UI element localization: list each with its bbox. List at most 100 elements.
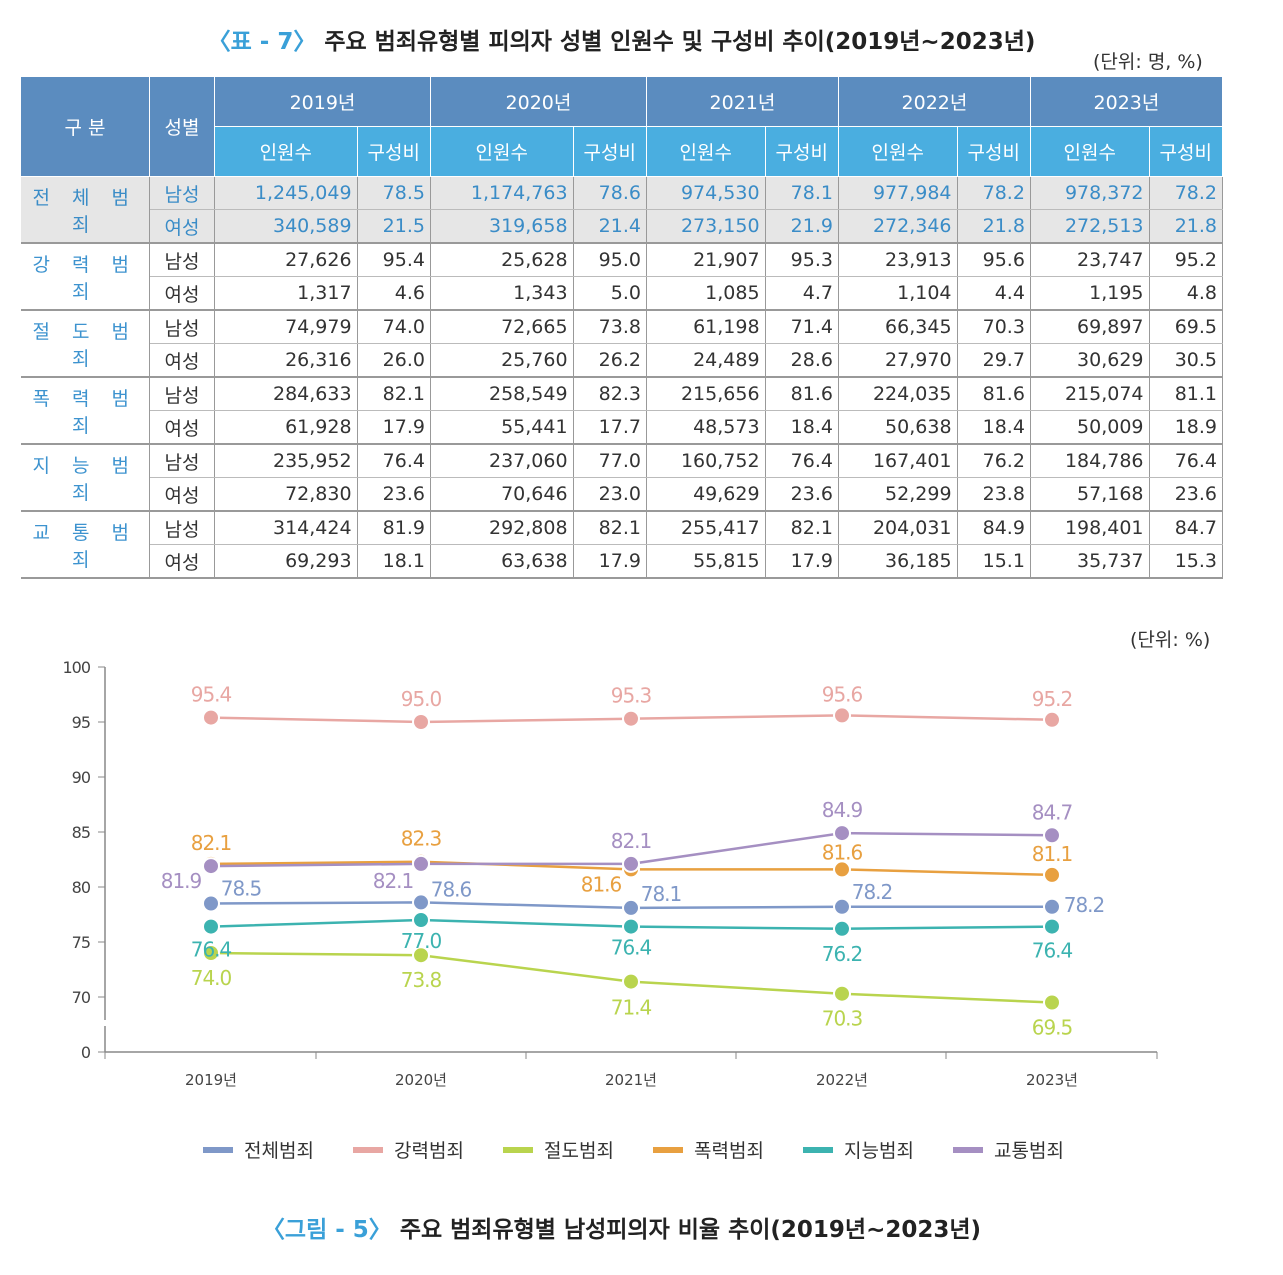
gender-cell: 남성 bbox=[149, 176, 215, 210]
ratio-cell: 4.6 bbox=[357, 276, 431, 311]
data-label: 70.3 bbox=[822, 1007, 863, 1031]
ratio-cell: 82.1 bbox=[357, 377, 431, 411]
data-label: 78.1 bbox=[641, 882, 682, 906]
data-point bbox=[622, 898, 640, 917]
ratio-cell: 23.6 bbox=[765, 477, 839, 512]
data-label: 95.4 bbox=[191, 683, 232, 707]
count-cell: 72,665 bbox=[430, 310, 574, 344]
chart-unit: (단위: %) bbox=[1130, 629, 1211, 651]
figure-caption: 〈그림 - 5〉 주요 범죄유형별 남성피의자 비율 추이(2019년~2023… bbox=[261, 1217, 982, 1243]
ratio-cell: 17.9 bbox=[765, 544, 839, 579]
ratio-cell: 5.0 bbox=[573, 276, 647, 311]
x-tick-label: 2019년 bbox=[185, 1071, 237, 1089]
data-label: 84.7 bbox=[1032, 800, 1073, 824]
x-tick-label: 2021년 bbox=[605, 1071, 657, 1089]
category-cell: 강 력 범 죄 bbox=[20, 243, 150, 311]
data-point bbox=[412, 946, 430, 965]
header-category: 구 분 bbox=[20, 77, 150, 177]
count-cell: 1,104 bbox=[838, 276, 958, 311]
count-cell: 215,074 bbox=[1030, 377, 1150, 411]
header-ratio: 구성비 bbox=[956, 126, 1031, 177]
table-row: 여성 26,316 26.0 25,760 26.2 24,489 28.6 27,970 29… bbox=[21, 343, 1224, 378]
data-point bbox=[412, 893, 430, 912]
data-point bbox=[1043, 710, 1061, 729]
ratio-cell: 21.8 bbox=[1149, 209, 1224, 244]
legend-swatch bbox=[503, 1147, 533, 1153]
data-table: 구 분 성별 2019년 2020년 2021년 2022년 2023년 인원수… bbox=[20, 77, 1224, 579]
data-point bbox=[202, 857, 220, 876]
gender-cell: 남성 bbox=[149, 511, 215, 545]
ratio-cell: 78.2 bbox=[957, 176, 1031, 210]
data-point bbox=[202, 917, 220, 936]
table-row: 전 체 범 죄 남성 1,245,049 78.5 1,174,763 78.6 974,5… bbox=[20, 176, 1224, 244]
ratio-cell: 18.9 bbox=[1149, 410, 1224, 445]
gender-cell: 여성 bbox=[149, 343, 215, 378]
category-cell: 절 도 범 죄 bbox=[20, 310, 150, 378]
count-cell: 272,513 bbox=[1030, 209, 1150, 244]
count-cell: 49,629 bbox=[646, 477, 766, 512]
ratio-cell: 81.1 bbox=[1149, 377, 1224, 411]
ratio-cell: 4.7 bbox=[765, 276, 839, 311]
count-cell: 30,629 bbox=[1030, 343, 1150, 378]
count-cell: 1,174,763 bbox=[430, 176, 574, 210]
count-cell: 314,424 bbox=[214, 511, 358, 545]
legend-label: 교통범죄 bbox=[994, 1140, 1064, 1162]
data-point bbox=[1043, 897, 1061, 916]
y-tick-label: 80 bbox=[72, 878, 91, 897]
table-row: 지 능 범 죄 남성 235,952 76.4 237,060 77.0 160,752 76… bbox=[20, 444, 1224, 512]
data-point bbox=[202, 894, 220, 913]
data-label: 81.1 bbox=[1032, 842, 1073, 866]
header-gender: 성별 bbox=[149, 77, 215, 177]
legend-swatch bbox=[803, 1147, 833, 1153]
legend-label: 지능범죄 bbox=[844, 1140, 914, 1162]
count-cell: 21,907 bbox=[646, 243, 766, 277]
count-cell: 977,984 bbox=[838, 176, 958, 210]
x-tick-label: 2020년 bbox=[395, 1071, 447, 1089]
header-ratio: 구성비 bbox=[764, 126, 839, 177]
ratio-cell: 4.4 bbox=[957, 276, 1031, 311]
count-cell: 50,638 bbox=[838, 410, 958, 445]
ratio-cell: 17.9 bbox=[357, 410, 431, 445]
legend-label: 폭력범죄 bbox=[694, 1140, 764, 1162]
count-cell: 69,293 bbox=[214, 544, 358, 579]
category-cell: 폭 력 범 죄 bbox=[20, 377, 150, 445]
count-cell: 235,952 bbox=[214, 444, 358, 478]
count-cell: 284,633 bbox=[214, 377, 358, 411]
ratio-cell: 71.4 bbox=[765, 310, 839, 344]
data-label: 81.6 bbox=[822, 840, 863, 864]
header-ratio: 구성비 bbox=[356, 126, 431, 177]
table-row: 여성 72,830 23.6 70,646 23.0 49,629 23.6 52,299 23… bbox=[21, 477, 1224, 512]
header-count: 인원수 bbox=[214, 126, 358, 177]
count-cell: 1,085 bbox=[646, 276, 766, 311]
table-row: 강 력 범 죄 남성 27,626 95.4 25,628 95.0 21,907 95.3 2… bbox=[20, 243, 1224, 311]
count-cell: 23,747 bbox=[1030, 243, 1150, 277]
table-unit: (단위: 명, %) bbox=[1093, 51, 1203, 73]
data-point bbox=[202, 708, 220, 727]
ratio-cell: 69.5 bbox=[1149, 310, 1224, 344]
line-chart: 100 95 90 85 80 75 70 0 2019년 2020년 2021년 2022년 2023… bbox=[62, 658, 1158, 1162]
ratio-cell: 76.4 bbox=[357, 444, 431, 478]
ratio-cell: 28.6 bbox=[765, 343, 839, 378]
legend-swatch bbox=[203, 1147, 233, 1153]
ratio-cell: 95.6 bbox=[957, 243, 1031, 277]
data-label: 84.9 bbox=[822, 798, 863, 822]
ratio-cell: 84.7 bbox=[1149, 511, 1224, 545]
data-point bbox=[833, 897, 851, 916]
data-point bbox=[622, 709, 640, 728]
table-row: 여성 1,317 4.6 1,343 5.0 1,085 4.7 1,104 4.4 1,195 4… bbox=[21, 276, 1224, 311]
ratio-cell: 18.1 bbox=[357, 544, 431, 579]
header-year: 2020년 bbox=[429, 77, 647, 127]
data-label: 82.1 bbox=[373, 869, 414, 893]
ratio-cell: 81.6 bbox=[765, 377, 839, 411]
ratio-cell: 76.2 bbox=[957, 444, 1031, 478]
data-point bbox=[412, 854, 430, 873]
data-label: 81.6 bbox=[581, 872, 622, 896]
data-label: 82.1 bbox=[191, 831, 232, 855]
header-year: 2022년 bbox=[837, 77, 1031, 127]
data-label: 74.0 bbox=[191, 966, 232, 990]
ratio-cell: 84.9 bbox=[957, 511, 1031, 545]
count-cell: 1,245,049 bbox=[214, 176, 358, 210]
data-label: 71.4 bbox=[611, 996, 652, 1020]
data-label: 81.9 bbox=[161, 869, 202, 893]
header-ratio: 구성비 bbox=[1148, 126, 1224, 177]
